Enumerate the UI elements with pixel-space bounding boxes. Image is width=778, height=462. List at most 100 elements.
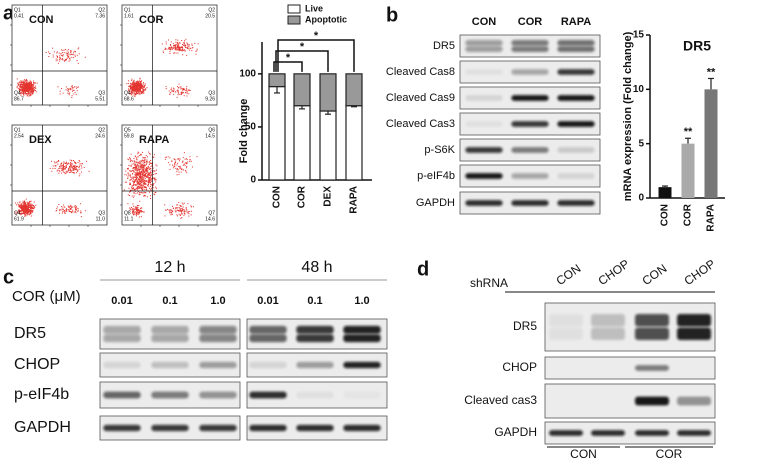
flow-dot <box>136 85 138 86</box>
blot-band <box>343 325 381 334</box>
flow-dot <box>132 188 134 189</box>
flow-dot <box>134 167 136 168</box>
flow-dot <box>134 180 136 181</box>
flow-dot <box>131 86 133 88</box>
flow-dot <box>137 153 139 155</box>
flow-dot <box>142 82 144 84</box>
flow-dot <box>23 208 25 210</box>
flow-dot <box>60 57 62 59</box>
flow-dot <box>140 183 142 185</box>
flow-dot <box>135 89 137 91</box>
flow-dot <box>25 84 27 86</box>
flow-dot <box>20 205 22 207</box>
flow-dot <box>177 158 179 160</box>
flow-dot <box>26 212 28 214</box>
flow-dot <box>196 48 198 50</box>
flow-dot <box>33 83 35 85</box>
flow-dot <box>135 193 137 195</box>
flow-dot <box>133 89 135 91</box>
flow-dot <box>70 211 71 213</box>
flow-dot <box>22 202 24 204</box>
lane-label: CHOP <box>682 257 718 288</box>
flow-dot <box>24 80 26 82</box>
flow-dot <box>139 78 141 80</box>
flow-dot <box>17 82 19 84</box>
bar-segment <box>345 73 363 107</box>
dose-label: 0.1 <box>162 295 177 307</box>
flow-dot <box>142 88 144 90</box>
flow-dot <box>150 180 152 182</box>
flow-dot <box>126 174 128 176</box>
flow-dot <box>174 159 176 161</box>
flow-dot <box>131 207 132 208</box>
flow-dot <box>149 187 151 189</box>
flow-dot <box>145 164 147 166</box>
flow-dot <box>31 207 33 208</box>
flow-dot <box>23 210 25 212</box>
flow-dot <box>23 89 25 90</box>
flow-dot <box>174 52 175 54</box>
flow-dot <box>133 183 135 185</box>
flow-dot <box>56 206 58 208</box>
flow-dot <box>140 81 142 82</box>
flow-dot <box>182 164 184 166</box>
flow-dot <box>186 88 188 90</box>
blot-band <box>151 325 189 334</box>
flow-dot <box>180 49 182 51</box>
flow-dot <box>74 210 76 212</box>
flow-dot <box>63 206 65 208</box>
flow-dot <box>182 87 184 89</box>
flow-dot <box>20 84 22 86</box>
flow-dot <box>56 55 58 57</box>
flow-dot <box>28 210 30 212</box>
flow-dot <box>179 165 181 167</box>
flow-dot <box>68 209 70 211</box>
flow-dot <box>173 93 175 95</box>
flow-dot <box>81 163 83 165</box>
bar-segment <box>345 105 363 181</box>
flow-dot <box>134 174 136 176</box>
flow-dot <box>139 172 141 174</box>
flow-dot <box>72 90 74 91</box>
flow-dot <box>132 203 134 205</box>
blot-band <box>549 314 583 327</box>
flow-dot <box>186 166 188 168</box>
flow-dot <box>65 165 67 167</box>
flow-dot <box>179 47 181 49</box>
flow-dot <box>17 210 19 212</box>
flow-dot <box>75 163 77 165</box>
flow-dot <box>147 176 149 178</box>
flow-dot <box>23 204 25 206</box>
flow-dot <box>28 86 30 88</box>
flow-dot <box>139 188 141 189</box>
flow-dot <box>26 214 28 216</box>
dose-label: 0.1 <box>307 295 322 307</box>
flow-dot <box>174 48 176 50</box>
flow-dot <box>25 84 27 86</box>
flow-dot <box>176 169 178 171</box>
flow-dot <box>194 42 196 44</box>
flow-dot <box>53 51 55 53</box>
flow-dot <box>134 82 136 84</box>
flow-dot <box>140 180 142 182</box>
flow-dot <box>186 95 188 97</box>
flow-dot <box>141 211 143 213</box>
flow-dot <box>140 91 142 92</box>
blot-band <box>591 314 625 327</box>
blot-band <box>465 121 503 127</box>
bar-segment <box>319 73 337 112</box>
flow-dot <box>77 86 79 88</box>
flow-dot <box>55 60 57 62</box>
flow-dot <box>79 173 81 175</box>
flow-dot <box>155 192 157 193</box>
flow-dot <box>71 212 73 214</box>
flow-dot <box>138 166 140 168</box>
flow-dot <box>65 171 67 173</box>
flow-dot <box>136 184 138 186</box>
flow-dot <box>181 50 183 52</box>
flow-dot <box>54 168 56 169</box>
flow-dot <box>31 89 33 91</box>
flow-dot <box>142 151 143 153</box>
flow-dot <box>142 167 144 169</box>
flow-dot <box>129 183 131 185</box>
